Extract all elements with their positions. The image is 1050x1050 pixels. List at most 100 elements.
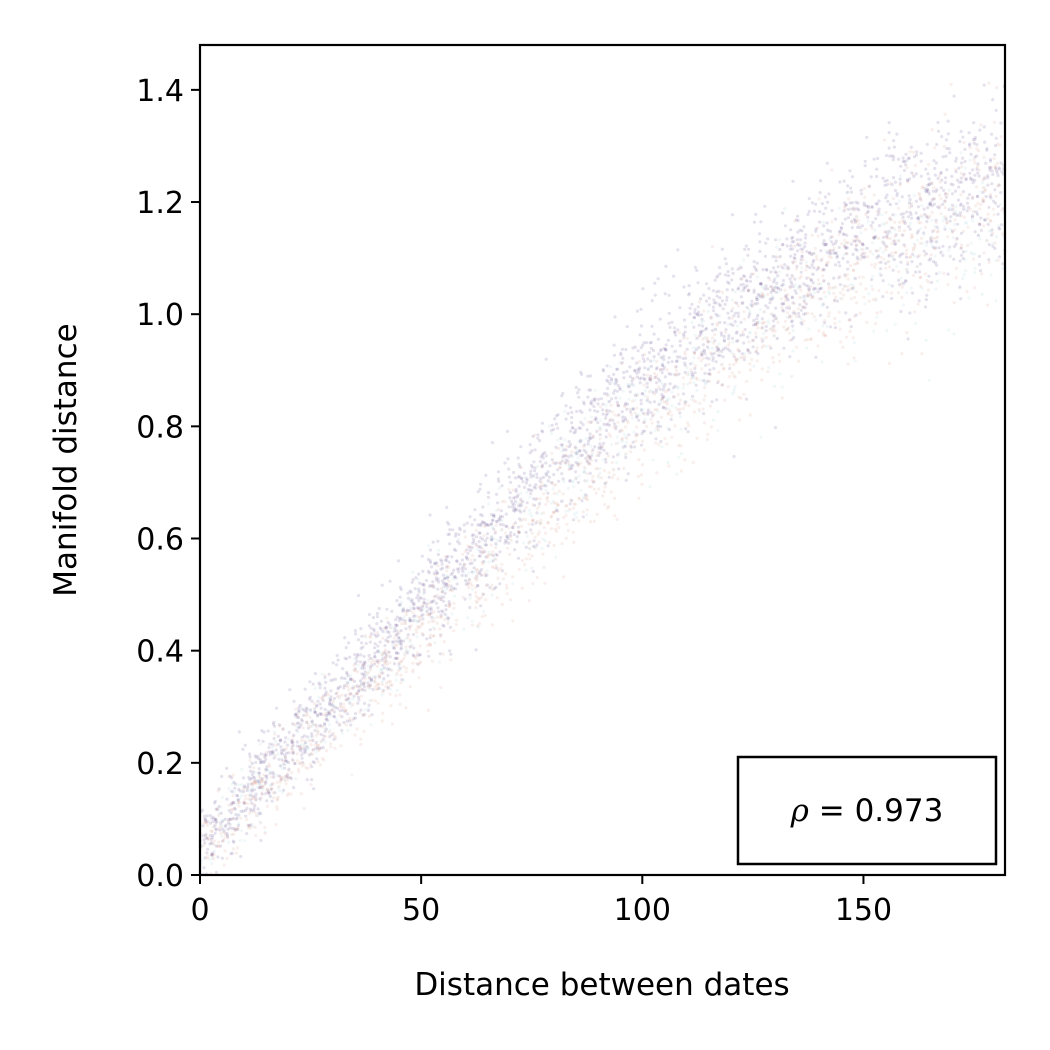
data-point [222,836,226,840]
data-point [942,144,947,149]
data-point [865,135,869,139]
data-point [607,471,611,475]
data-point [978,128,982,132]
data-point [888,182,892,186]
data-point [348,679,352,683]
data-point [807,209,811,214]
data-point [507,475,511,479]
data-point [297,708,301,713]
data-point [225,856,229,861]
data-point [741,333,746,337]
data-point [388,623,392,627]
data-point [564,417,568,421]
data-point [925,240,929,244]
data-point [433,594,437,598]
data-point [615,517,619,522]
data-point [730,351,734,355]
data-point [640,392,644,396]
data-point [739,277,743,281]
data-point [363,708,367,712]
data-point [247,826,251,830]
data-point [285,793,290,798]
data-point [555,522,559,526]
data-point [939,197,943,201]
data-point [253,825,257,830]
data-point [715,275,719,279]
data-point [418,625,422,629]
data-point [914,211,918,215]
data-point [481,547,485,551]
data-point [484,555,488,559]
data-point [960,180,964,184]
data-point [820,304,824,308]
data-point [561,498,565,503]
data-point [436,548,441,552]
data-point [443,577,447,581]
data-point [582,470,587,474]
data-point [982,185,986,189]
data-point [319,724,323,728]
data-point [344,697,348,701]
data-point [642,420,646,425]
data-point [837,206,841,210]
data-point [645,399,649,403]
data-point [445,505,449,510]
data-point [278,739,282,743]
data-point [524,545,528,550]
data-point [621,356,625,360]
data-point [388,655,392,659]
data-point [918,275,923,279]
data-point [471,537,475,541]
data-point [926,206,930,210]
data-point [866,209,870,213]
data-point [553,417,557,421]
data-point [713,278,717,282]
data-point [1001,262,1005,266]
data-point [489,522,493,527]
data-point [788,277,792,281]
data-point [754,322,758,326]
data-point [842,201,847,205]
data-point [571,480,575,484]
data-point [482,534,486,538]
data-point [349,677,353,681]
data-point [540,465,544,469]
data-point [638,377,642,381]
data-point [911,172,915,176]
data-point [435,615,439,619]
data-point [870,226,874,230]
data-point [367,687,372,691]
data-point [241,786,246,791]
data-point [333,677,337,681]
data-point [376,701,380,705]
data-point [464,579,468,583]
data-point [657,442,661,447]
data-point [328,735,332,739]
data-point [720,247,724,251]
data-point [268,783,272,788]
data-point [702,421,707,425]
data-point [302,806,306,811]
data-point [263,825,267,830]
data-point [802,300,807,304]
data-point [772,280,776,284]
data-point [569,442,573,446]
data-point [468,515,472,519]
data-point [646,410,650,414]
data-point [441,652,445,656]
data-point [959,246,964,250]
data-point [541,475,546,479]
data-point [841,232,845,236]
data-point [688,306,692,310]
data-point [812,209,817,213]
data-point [360,672,364,676]
data-point [812,266,816,270]
data-point [595,429,599,433]
data-point [964,177,968,181]
data-point [781,211,785,215]
data-point [940,178,944,182]
data-point [583,479,587,483]
data-point [353,712,358,716]
data-point [283,753,287,757]
data-point [939,171,943,175]
